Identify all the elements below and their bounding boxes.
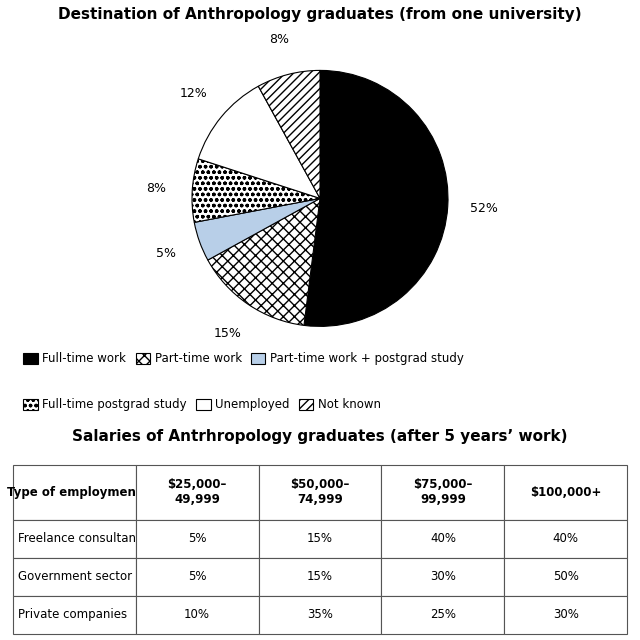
Text: 52%: 52%	[470, 202, 497, 215]
Text: Salaries of Antrhropology graduates (after 5 years’ work): Salaries of Antrhropology graduates (aft…	[72, 429, 568, 444]
Legend: Full-time postgrad study, Unemployed, Not known: Full-time postgrad study, Unemployed, No…	[19, 394, 386, 416]
Text: 5%: 5%	[156, 248, 176, 260]
Text: 12%: 12%	[180, 88, 207, 100]
Title: Destination of Anthropology graduates (from one university): Destination of Anthropology graduates (f…	[58, 7, 582, 22]
Text: 8%: 8%	[147, 182, 166, 195]
Wedge shape	[208, 198, 320, 325]
Text: 15%: 15%	[214, 328, 242, 340]
Wedge shape	[192, 159, 320, 222]
Wedge shape	[198, 86, 320, 198]
Wedge shape	[195, 198, 320, 260]
Text: 8%: 8%	[269, 33, 289, 46]
Wedge shape	[259, 70, 320, 198]
Wedge shape	[304, 70, 448, 326]
